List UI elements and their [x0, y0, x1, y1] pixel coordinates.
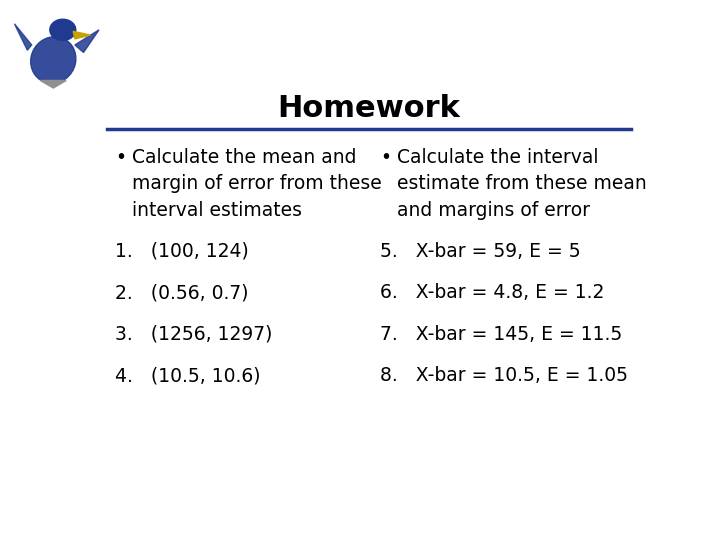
Text: Homework: Homework [278, 94, 460, 123]
Polygon shape [40, 80, 66, 88]
Text: 3.   (1256, 1297): 3. (1256, 1297) [115, 325, 272, 343]
Polygon shape [73, 31, 91, 39]
Text: Calculate the interval
estimate from these mean
and margins of error: Calculate the interval estimate from the… [397, 148, 647, 220]
Text: •: • [380, 148, 391, 167]
Text: 1.   (100, 124): 1. (100, 124) [115, 241, 249, 260]
Text: 7.   X-bar = 145, E = 11.5: 7. X-bar = 145, E = 11.5 [380, 325, 622, 343]
Polygon shape [14, 24, 32, 50]
Ellipse shape [50, 19, 76, 40]
Text: 2.   (0.56, 0.7): 2. (0.56, 0.7) [115, 283, 248, 302]
Text: 4.   (10.5, 10.6): 4. (10.5, 10.6) [115, 366, 261, 385]
Text: Calculate the mean and
margin of error from these
interval estimates: Calculate the mean and margin of error f… [132, 148, 382, 220]
Text: 6.   X-bar = 4.8, E = 1.2: 6. X-bar = 4.8, E = 1.2 [380, 283, 605, 302]
Text: •: • [115, 148, 126, 167]
Polygon shape [75, 30, 99, 52]
Ellipse shape [31, 37, 76, 83]
Text: 8.   X-bar = 10.5, E = 1.05: 8. X-bar = 10.5, E = 1.05 [380, 366, 628, 385]
Text: 5.   X-bar = 59, E = 5: 5. X-bar = 59, E = 5 [380, 241, 581, 260]
